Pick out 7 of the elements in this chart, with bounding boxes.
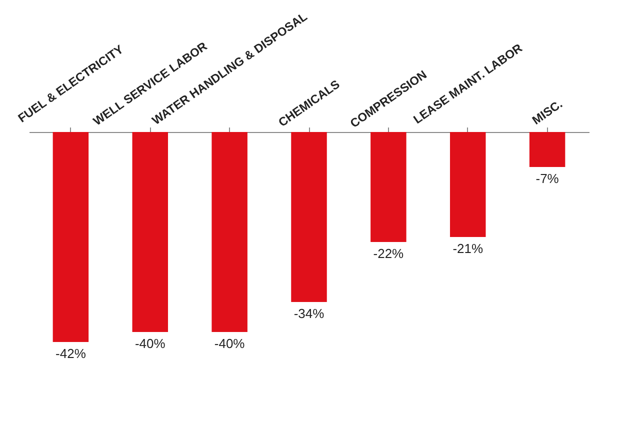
data-label: -40% — [134, 336, 166, 351]
data-label: -40% — [214, 336, 246, 351]
data-label: -42% — [56, 346, 86, 361]
data-label: -22% — [373, 246, 404, 261]
data-label: -21% — [452, 241, 484, 256]
data-label: -34% — [294, 306, 325, 321]
data-label: -7% — [536, 171, 560, 186]
